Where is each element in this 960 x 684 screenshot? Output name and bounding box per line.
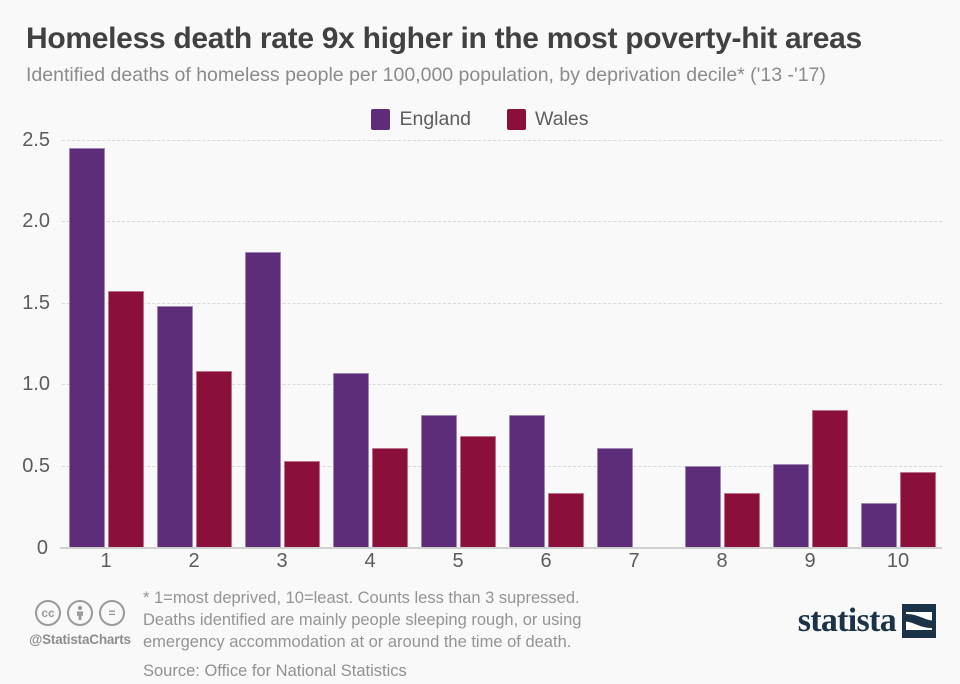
legend-label: Wales [535, 108, 589, 130]
bar-england-decile-3 [244, 252, 281, 547]
bar-wales-decile-2 [195, 371, 232, 547]
bar-wales-decile-1 [107, 291, 144, 547]
legend-swatch-england [371, 109, 391, 130]
statista-wordmark: statista [797, 602, 897, 639]
x-axis-tick-label: 3 [276, 550, 288, 572]
bar-england-decile-6 [508, 415, 545, 547]
attribution-person-icon [67, 600, 93, 626]
note-line-3: emergency accommodation at or around the… [143, 632, 572, 651]
legend-item: England [371, 108, 471, 131]
bar-england-decile-10 [860, 503, 897, 547]
bar-england-decile-7 [596, 447, 633, 547]
cc-icon: cc [35, 600, 61, 626]
chart-source: Source: Office for National Statistics [143, 662, 407, 681]
x-axis-tick-label: 5 [452, 550, 464, 572]
gridline: 2.5 [22, 129, 942, 151]
bar-group-decile-2 [150, 140, 238, 547]
chart-legend: England Wales [0, 108, 960, 131]
bar-groups [62, 140, 942, 547]
note-line-2: Deaths identified are mainly people slee… [143, 610, 582, 629]
gridline: 1.0 [22, 373, 942, 395]
x-axis-tick-label: 1 [100, 550, 112, 572]
gridline: 2.0 [22, 210, 942, 232]
y-axis-tick-label: 1.0 [22, 373, 50, 396]
cc-icon-group: cc = [20, 600, 140, 626]
bar-group-decile-6 [502, 140, 590, 547]
x-axis-tick-label: 10 [886, 550, 910, 572]
bar-group-decile-4 [326, 140, 414, 547]
gridline: 0 [37, 537, 942, 559]
x-axis-tick-label: 7 [628, 550, 640, 572]
bar-wales-decile-6 [547, 493, 584, 547]
bar-england-decile-5 [420, 415, 457, 547]
page-title: Homeless death rate 9x higher in the mos… [26, 22, 862, 55]
chart-header: Homeless death rate 9x higher in the mos… [26, 22, 941, 87]
bar-wales-decile-3 [283, 460, 320, 547]
bar-england-decile-8 [684, 465, 721, 547]
creative-commons-block: cc = @StatistaCharts [20, 600, 140, 647]
bar-england-decile-2 [156, 306, 193, 547]
legend-label: England [399, 108, 472, 130]
bar-group-decile-3 [238, 140, 326, 547]
bar-wales-decile-9 [811, 410, 848, 547]
y-axis-tick-label: 0.5 [22, 454, 50, 477]
statista-s-mark-icon [902, 604, 936, 638]
chart-subtitle: Identified deaths of homeless people per… [26, 63, 826, 86]
bar-group-decile-5 [414, 140, 502, 547]
x-axis-tick-label: 4 [364, 550, 376, 572]
bar-wales-decile-5 [459, 436, 496, 547]
chart-plot-area: 0 0.5 1.0 1.5 2.0 2.5 1 2 3 4 5 6 7 8 9 10 [0, 129, 960, 572]
bar-england-decile-4 [332, 372, 369, 547]
legend-item: Wales [507, 108, 589, 131]
legend-swatch-wales [507, 109, 527, 130]
y-axis-tick-label: 0 [36, 537, 48, 560]
chart-footer: cc = @StatistaCharts * 1=most deprived, … [0, 566, 960, 684]
statista-logo: statista [798, 602, 936, 640]
chart-notes: * 1=most deprived, 10=least. Counts less… [143, 588, 703, 681]
bar-group-decile-1 [62, 140, 150, 547]
y-axis-tick-label: 1.5 [22, 291, 50, 314]
bar-group-decile-10 [854, 140, 942, 547]
bar-wales-decile-4 [371, 447, 408, 547]
no-derivatives-equals-icon: = [99, 600, 125, 626]
gridline: 0.5 [22, 455, 942, 477]
y-axis-tick-label: 2.0 [22, 210, 50, 233]
gridlines: 0 0.5 1.0 1.5 2.0 2.5 [22, 129, 942, 559]
x-axis-tick-label: 8 [716, 550, 728, 572]
x-axis-tick-label: 9 [804, 550, 816, 572]
bar-wales-decile-8 [723, 493, 760, 547]
bar-england-decile-1 [68, 148, 105, 547]
gridline: 1.5 [22, 292, 942, 314]
bar-group-decile-8 [678, 140, 766, 547]
y-axis-tick-label: 2.5 [22, 129, 50, 152]
bar-group-decile-7 [590, 140, 678, 547]
x-axis-tick-label: 6 [540, 550, 552, 572]
bar-england-decile-9 [772, 463, 809, 547]
x-axis: 1 2 3 4 5 6 7 8 9 10 [62, 550, 942, 573]
bar-wales-decile-10 [899, 472, 936, 547]
note-line-1: * 1=most deprived, 10=least. Counts less… [143, 589, 580, 607]
bar-group-decile-9 [766, 140, 854, 547]
statista-charts-handle: @StatistaCharts [29, 632, 131, 647]
x-axis-tick-label: 2 [188, 550, 200, 572]
